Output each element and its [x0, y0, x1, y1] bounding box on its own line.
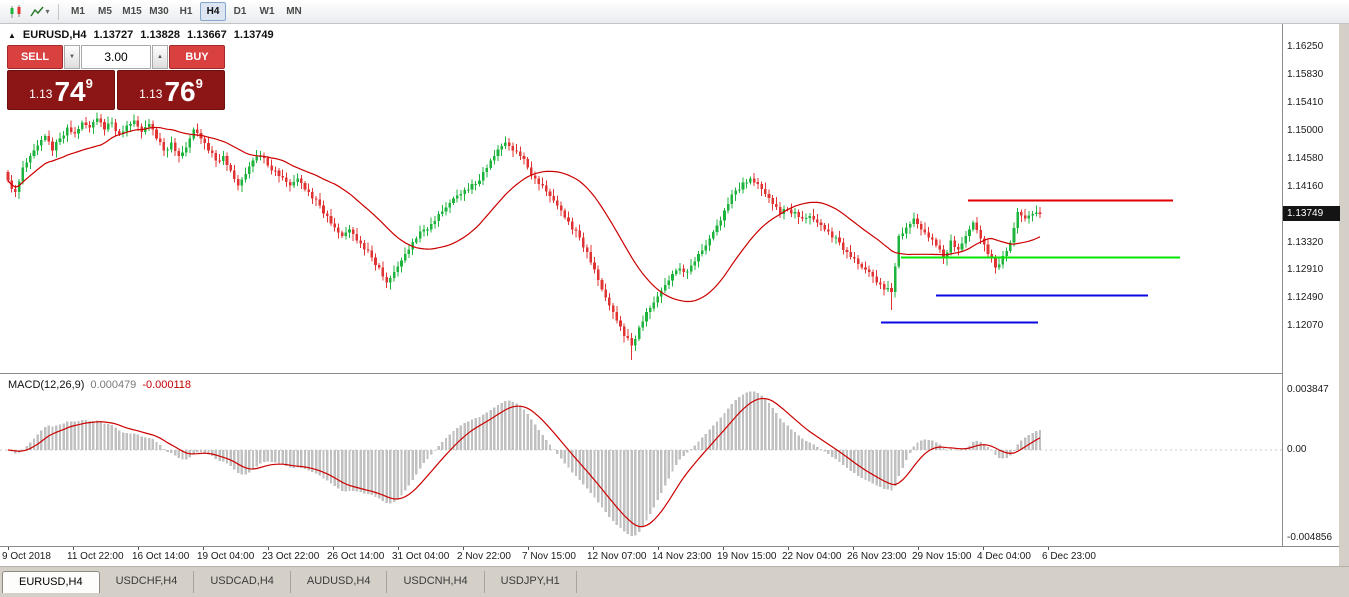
price-axis[interactable]: 1.13749 1.16250 1.15830 1.15410 1.15000 1.14…	[1282, 24, 1340, 546]
one-click-trading-panel: SELL ▼ ▲ BUY 1.13 74 9 1.13 76 9	[7, 45, 225, 110]
timeframe-button-d1[interactable]: D1	[227, 2, 253, 21]
time-axis-label: 19 Oct 04:00	[197, 547, 255, 562]
macd-axis-label: 0.00	[1287, 444, 1307, 455]
macd-signal-value: -0.000118	[142, 379, 192, 391]
time-axis-label: 12 Nov 07:00	[587, 547, 647, 562]
ohlc-low: 1.13667	[187, 29, 227, 41]
price-axis-label: 1.14160	[1287, 180, 1324, 192]
buy-price-big: 76	[164, 76, 196, 107]
tab-usdcad-h4[interactable]: USDCAD,H4	[194, 571, 291, 593]
tab-usdcnh-h4[interactable]: USDCNH,H4	[387, 571, 485, 593]
volume-input[interactable]	[81, 45, 151, 69]
price-axis-label: 1.16250	[1287, 41, 1324, 53]
timeframe-buttons: M1 M5 M15 M30 H1 H4 D1 W1 MN	[65, 2, 308, 21]
macd-chart[interactable]	[0, 374, 1282, 546]
candlestick-icon	[10, 4, 21, 18]
timeframe-button-h4[interactable]: H4	[200, 2, 226, 21]
time-axis[interactable]: 9 Oct 2018 11 Oct 22:00 16 Oct 14:00 19 Oct…	[0, 546, 1339, 566]
sell-price-display[interactable]: 1.13 74 9	[7, 70, 115, 110]
current-price-badge: 1.13749	[1283, 206, 1340, 221]
toolbar: ▾ M1 M5 M15 M30 H1 H4 D1 W1 MN	[0, 0, 1349, 24]
macd-value: 0.000479	[90, 379, 137, 391]
ohlc-close: 1.13749	[233, 29, 274, 41]
time-axis-label: 19 Nov 15:00	[717, 547, 777, 562]
buy-price-prefix: 1.13	[139, 87, 163, 101]
status-bar	[0, 592, 1349, 597]
timeframe-button-h1[interactable]: H1	[173, 2, 199, 21]
indicator-line-icon	[30, 6, 45, 16]
buy-button[interactable]: BUY	[169, 45, 225, 69]
sell-price-pipette: 9	[85, 76, 93, 91]
time-axis-label: 7 Nov 15:00	[522, 547, 576, 562]
tab-usdchf-h4[interactable]: USDCHF,H4	[100, 571, 195, 593]
timeframe-button-m1[interactable]: M1	[65, 2, 91, 21]
macd-pane: MACD(12,26,9) 0.000479 -0.000118	[0, 374, 1282, 546]
macd-name: MACD(12,26,9)	[8, 379, 85, 391]
timeframe-button-w1[interactable]: W1	[254, 2, 280, 21]
time-axis-label: 6 Dec 23:00	[1042, 547, 1096, 562]
chart-header: ▲ EURUSD,H4 1.13727 1.13828 1.13667 1.13…	[8, 29, 274, 41]
symbol-label: EURUSD,H4	[22, 29, 87, 41]
price-axis-label: 1.12070	[1287, 320, 1324, 331]
macd-indicator-label: MACD(12,26,9) 0.000479 -0.000118	[8, 379, 191, 391]
tab-eurusd-h4[interactable]: EURUSD,H4	[2, 571, 100, 593]
sell-price-prefix: 1.13	[29, 87, 53, 101]
time-axis-label: 14 Nov 23:00	[652, 547, 712, 562]
price-axis-label: 1.12490	[1287, 292, 1324, 303]
tab-audusd-h4[interactable]: AUDUSD,H4	[291, 571, 388, 593]
time-axis-label: 29 Nov 15:00	[912, 547, 972, 562]
time-axis-label: 26 Nov 23:00	[847, 547, 907, 562]
time-axis-label: 11 Oct 22:00	[67, 547, 124, 562]
time-axis-label: 9 Oct 2018	[2, 547, 51, 562]
sell-button[interactable]: SELL	[7, 45, 63, 69]
macd-axis-label: -0.004856	[1287, 532, 1333, 543]
toolbar-separator	[58, 3, 59, 20]
price-axis-label: 1.15000	[1287, 124, 1324, 136]
main-chart-pane: ▲ EURUSD,H4 1.13727 1.13828 1.13667 1.13…	[0, 24, 1282, 374]
time-axis-label: 22 Nov 04:00	[782, 547, 842, 562]
price-axis-label: 1.13320	[1287, 236, 1324, 248]
timeframe-button-m30[interactable]: M30	[146, 2, 172, 21]
volume-up-button[interactable]: ▲	[152, 45, 168, 69]
ohlc-open: 1.13727	[93, 29, 134, 41]
time-axis-label: 16 Oct 14:00	[132, 547, 190, 562]
price-axis-label: 1.14580	[1287, 152, 1324, 164]
price-chart[interactable]	[0, 24, 1282, 374]
time-axis-label: 4 Dec 04:00	[977, 547, 1031, 562]
price-axis-label: 1.15410	[1287, 97, 1324, 109]
time-axis-label: 26 Oct 14:00	[327, 547, 385, 562]
timeframe-button-m5[interactable]: M5	[92, 2, 118, 21]
time-axis-label: 31 Oct 04:00	[392, 547, 450, 562]
chart-tabs: EURUSD,H4 USDCHF,H4 USDCAD,H4 AUDUSD,H4 USDC…	[2, 571, 577, 593]
chart-type-icon[interactable]	[4, 2, 28, 22]
price-axis-label: 1.12910	[1287, 264, 1324, 275]
volume-down-button[interactable]: ▼	[64, 45, 80, 69]
buy-price-pipette: 9	[195, 76, 203, 91]
time-axis-label: 23 Oct 22:00	[262, 547, 320, 562]
sell-price-big: 74	[54, 76, 86, 107]
buy-price-display[interactable]: 1.13 76 9	[117, 70, 225, 110]
bottom-band: EURUSD,H4 USDCHF,H4 USDCAD,H4 AUDUSD,H4 USDC…	[0, 566, 1349, 597]
time-axis-label: 2 Nov 22:00	[457, 547, 511, 562]
tab-usdjpy-h1[interactable]: USDJPY,H1	[485, 571, 577, 593]
direction-up-icon: ▲	[8, 31, 16, 40]
timeframe-button-mn[interactable]: MN	[281, 2, 307, 21]
macd-axis-label: 0.003847	[1287, 384, 1329, 395]
caret-down-icon: ▾	[45, 7, 50, 16]
indicators-icon[interactable]: ▾	[28, 2, 52, 22]
timeframe-button-m15[interactable]: M15	[119, 2, 145, 21]
window-edge	[1339, 24, 1349, 566]
ohlc-high: 1.13828	[140, 29, 181, 41]
pane-separator[interactable]	[0, 373, 1339, 374]
price-axis-label: 1.15830	[1287, 69, 1324, 81]
